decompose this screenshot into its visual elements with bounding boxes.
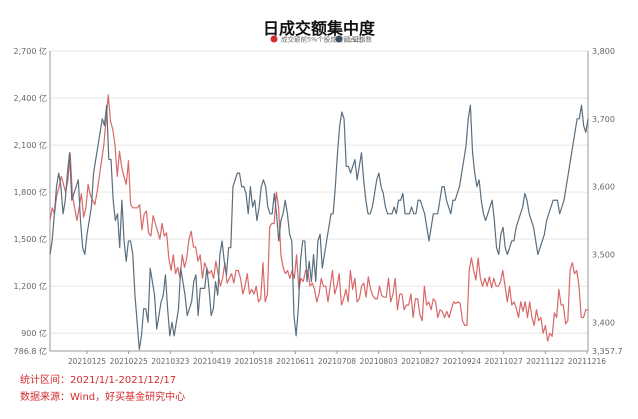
y-left-tick-label: 1,800 亿 — [14, 187, 47, 197]
legend-dot-red — [270, 35, 278, 43]
x-tick-label: 20210518 — [235, 357, 273, 366]
y-right-tick-label: 3,700 — [592, 115, 615, 124]
x-tick-label: 20210924 — [443, 357, 481, 366]
footer-source: 数据来源：Wind，好买基金研究中心 — [20, 392, 186, 403]
chart-axes — [49, 51, 589, 352]
x-tick-label: 20211027 — [485, 357, 523, 366]
x-tick-label: 20211122 — [526, 357, 564, 366]
x-tick-label: 20210323 — [151, 357, 189, 366]
y-right-tick-label: 3,600 — [592, 183, 615, 192]
y-right-tick-label: 3,800 — [592, 47, 615, 56]
chart-legend: 成交额前5%个股成交额占比 上证指数 — [270, 35, 373, 44]
legend-dot-blue — [335, 35, 343, 43]
series-line-turnover-share — [49, 94, 588, 342]
y-left-tick-label: 1,200 亿 — [14, 281, 47, 291]
chart-title: 日成交额集中度 — [263, 19, 376, 38]
y-left-tick-label: 1,500 亿 — [14, 234, 47, 244]
footer-period: 统计区间：2021/1/1-2021/12/17 — [20, 375, 177, 386]
y-left-tick-label: 786.8 亿 — [14, 346, 47, 356]
x-tick-label: 20211216 — [568, 357, 606, 366]
x-tick-label: 20210827 — [401, 357, 439, 366]
series-lines — [49, 94, 589, 351]
legend-label-blue: 上证指数 — [346, 35, 373, 44]
y-left-tick-label: 900 亿 — [21, 328, 47, 338]
y-left-tick-label: 2,700 亿 — [14, 46, 47, 56]
x-tick-label: 20210419 — [193, 357, 231, 366]
y-left-tick-label: 2,100 亿 — [14, 140, 47, 150]
y-right-tick-label: 3,400 — [592, 318, 615, 327]
y-left-tick-label: 2,400 亿 — [14, 93, 47, 103]
x-tick-label: 20210708 — [318, 357, 356, 366]
legend-label-red: 成交额前5%个股成交额占比 — [281, 35, 363, 44]
x-tick-label: 20210803 — [360, 357, 398, 366]
y-right-tick-label: 3,357.7 — [592, 347, 623, 356]
x-tick-label: 20210225 — [110, 357, 148, 366]
x-tick-label: 20210125 — [68, 357, 106, 366]
y-axis-left: 786.8 亿 900 亿 1,200 亿 1,500 亿 1,800 亿 2,100 亿… — [14, 46, 47, 356]
x-tick-label: 20210611 — [276, 357, 314, 366]
y-axis-right: 3,357.7 3,400 3,500 3,600 3,700 3,800 — [592, 47, 623, 356]
x-axis: 20210125 20210225 20210323 20210419 20210518… — [68, 351, 606, 366]
series-line-shanghai-index — [49, 104, 589, 351]
y-right-tick-label: 3,500 — [592, 250, 615, 259]
